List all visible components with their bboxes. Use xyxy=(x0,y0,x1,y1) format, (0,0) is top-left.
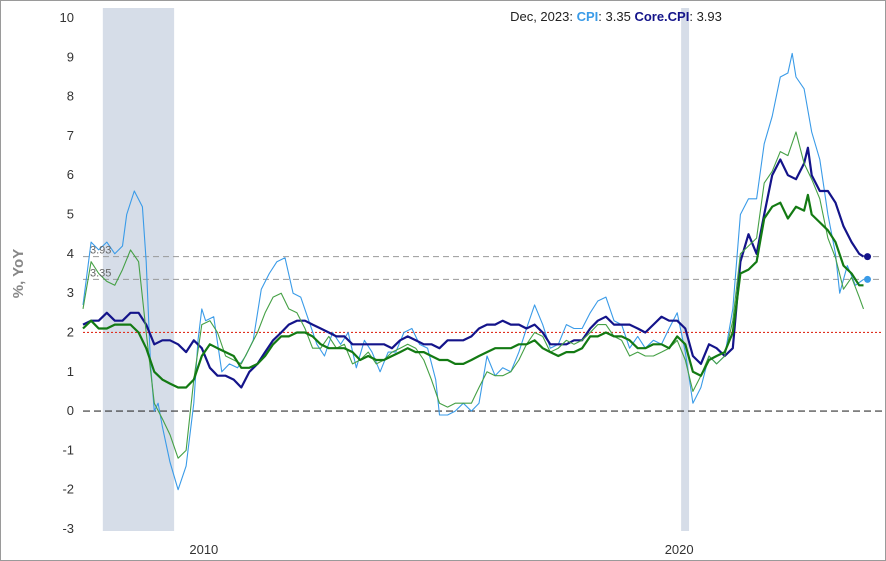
x-tick-label: 2010 xyxy=(189,542,218,557)
y-tick-label: 1 xyxy=(67,364,74,379)
series-line[interactable] xyxy=(82,131,865,459)
reference-line-label: 3.93 xyxy=(90,245,111,257)
recession-band xyxy=(102,8,175,531)
y-tick-label: 0 xyxy=(67,403,74,418)
recession-band xyxy=(681,8,690,531)
y-tick-label: 9 xyxy=(67,49,74,64)
y-tick-label: 2 xyxy=(67,324,74,339)
series-line[interactable] xyxy=(82,193,864,389)
readout-cpi-name: CPI xyxy=(576,9,599,24)
y-tick-label: 8 xyxy=(67,89,74,104)
y-tick-label: -2 xyxy=(62,482,74,497)
y-tick-label: 10 xyxy=(60,10,74,25)
y-tick-label: -1 xyxy=(62,442,74,457)
readout-cpi-value: 3.35 xyxy=(605,9,631,24)
readout-core-value: 3.93 xyxy=(696,9,722,24)
y-tick-label: 6 xyxy=(67,167,74,182)
x-tick-label: 2020 xyxy=(665,542,694,557)
series-endpoint-marker[interactable] xyxy=(864,253,872,261)
hover-readout: Dec, 2023: CPI: 3.35 Core.CPI: 3.93 xyxy=(510,9,722,24)
y-axis-label: %, YoY xyxy=(10,249,27,298)
y-tick-label: 7 xyxy=(67,128,74,143)
reference-line-label: 3.35 xyxy=(90,267,111,279)
y-tick-label: 5 xyxy=(67,207,74,222)
readout-date: Dec, 2023 xyxy=(510,9,570,24)
readout-core-name: Core.CPI xyxy=(634,9,690,24)
y-tick-label: -3 xyxy=(62,521,74,536)
series-endpoint-marker[interactable] xyxy=(864,275,872,283)
series-line[interactable] xyxy=(82,146,865,389)
y-tick-label: 3 xyxy=(67,285,74,300)
y-tick-label: 4 xyxy=(67,246,74,261)
